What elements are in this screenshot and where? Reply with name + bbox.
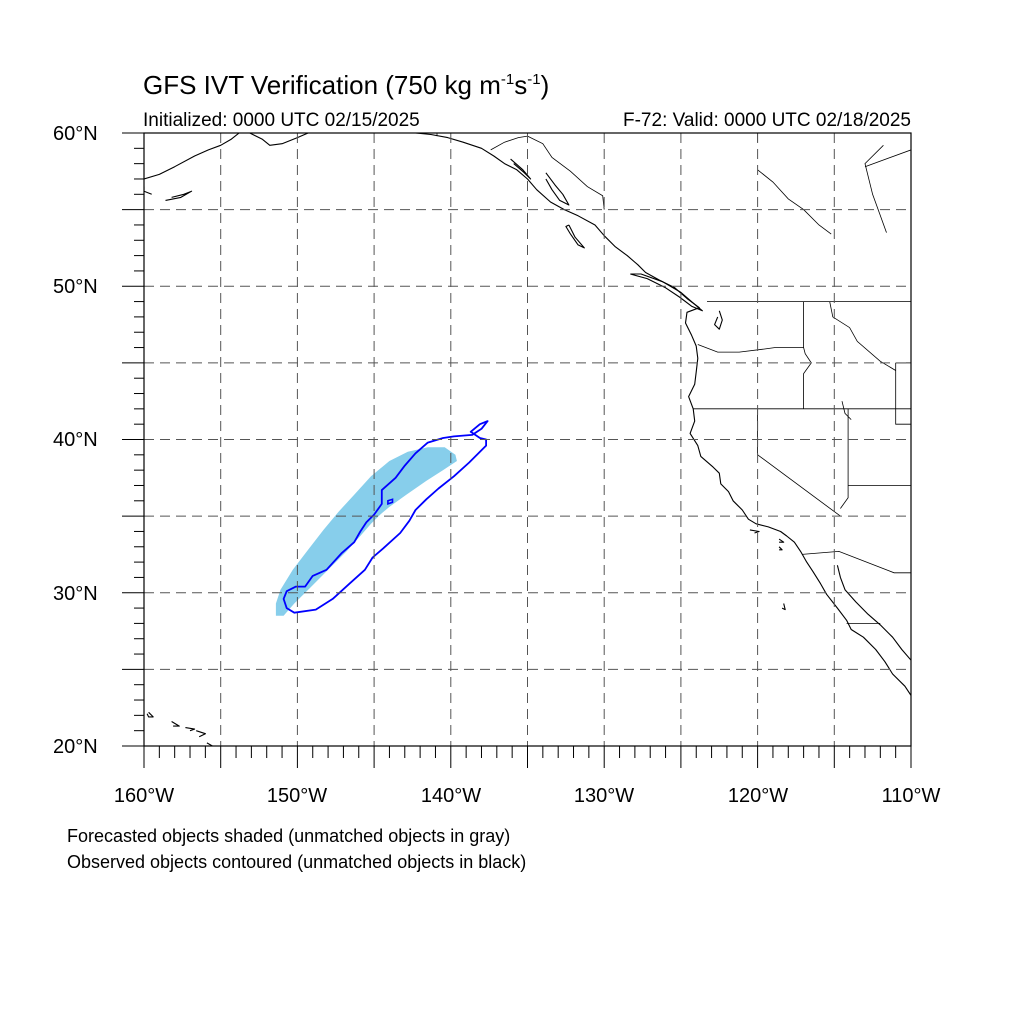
coastline-16: [778, 538, 785, 543]
geography-layer: [144, 133, 911, 746]
axis-ticks: [122, 132, 912, 768]
map-title: GFS IVT Verification (750 kg m-1s-1): [143, 70, 550, 100]
valid-time: F-72: Valid: 0000 UTC 02/18/2025: [623, 110, 911, 131]
legend-observed-note: Observed objects contoured (unmatched ob…: [67, 852, 527, 872]
lon-label-160w: 160°W: [113, 785, 175, 807]
border-5: [697, 344, 804, 353]
observed-object-contour: [282, 420, 489, 614]
border-18: [864, 149, 911, 168]
lon-label-140w: 140°W: [420, 785, 482, 807]
coastline-15: [749, 529, 760, 534]
coastline-13: [196, 730, 206, 738]
coastline-19: [144, 186, 152, 195]
coastline-11: [171, 721, 180, 727]
border-4: [803, 301, 812, 409]
observed-object-contour-small: [387, 498, 394, 506]
border-1: [527, 135, 605, 210]
coastline-4: [630, 273, 703, 312]
objects-layer: [275, 420, 489, 616]
border-7: [757, 408, 841, 517]
coastline-10: [146, 711, 154, 718]
lon-label-120w: 120°W: [727, 785, 789, 807]
border-0: [490, 135, 528, 151]
coastline-2: [328, 133, 911, 696]
lon-label-110w: 110°W: [881, 785, 941, 807]
border-19: [841, 401, 852, 420]
coastline-0: [144, 133, 240, 180]
border-8: [840, 408, 849, 509]
border-13: [895, 362, 911, 425]
lat-label-60n: 60°N: [53, 123, 98, 145]
coastline-18: [781, 603, 786, 611]
border-10: [802, 550, 911, 574]
forecast-object-shaded: [275, 447, 457, 616]
grid-lines: [144, 133, 911, 746]
border-17: [864, 145, 887, 233]
border-15: [757, 169, 832, 235]
coastline-1: [249, 133, 309, 146]
coastline-8: [714, 310, 723, 330]
lat-label-40n: 40°N: [53, 429, 98, 451]
coastline-17: [778, 546, 783, 551]
coastline-3: [836, 565, 911, 661]
lat-label-30n: 30°N: [53, 583, 98, 605]
legend-forecast-note: Forecasted objects shaded (unmatched obj…: [67, 826, 511, 846]
coastline-7: [510, 158, 532, 180]
initialized-time: Initialized: 0000 UTC 02/15/2025: [143, 110, 420, 131]
lon-label-130w: 130°W: [573, 785, 635, 807]
lon-label-150w: 150°W: [266, 785, 328, 807]
lat-label-20n: 20°N: [53, 736, 98, 758]
coastline-9: [165, 190, 193, 201]
coastline-12: [185, 727, 196, 732]
coastline-6: [545, 172, 570, 206]
lat-label-50n: 50°N: [53, 276, 98, 298]
coastline-5: [565, 224, 585, 249]
border-11: [829, 301, 896, 371]
